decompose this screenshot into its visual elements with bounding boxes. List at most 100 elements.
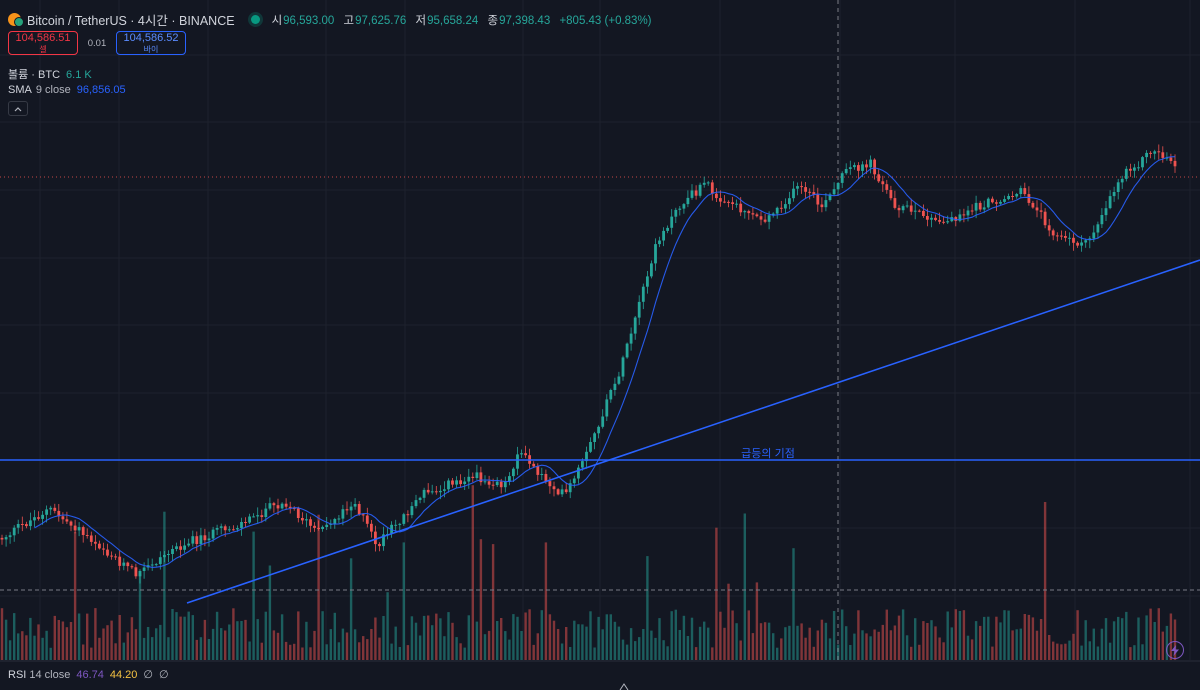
volume-bar bbox=[386, 592, 389, 660]
candle-body bbox=[633, 317, 637, 334]
volume-bar bbox=[459, 643, 462, 660]
candle-body bbox=[1129, 168, 1132, 171]
candle-body bbox=[779, 207, 783, 209]
candle-body bbox=[1023, 188, 1027, 195]
candle-body bbox=[577, 467, 580, 479]
candle-body bbox=[788, 198, 791, 205]
volume-bar bbox=[958, 611, 962, 660]
candle-body bbox=[183, 545, 186, 550]
candle-body bbox=[219, 526, 223, 528]
candle-body bbox=[1076, 242, 1079, 246]
candle-body bbox=[930, 217, 933, 220]
candle-body bbox=[536, 466, 540, 475]
trend-line[interactable] bbox=[186, 259, 1200, 604]
volume-bar bbox=[138, 573, 142, 660]
volume-bar bbox=[824, 622, 828, 660]
buy-button[interactable]: 104,586.52 바이 bbox=[116, 31, 186, 55]
volume-bar bbox=[293, 643, 296, 660]
candle-body bbox=[179, 546, 182, 550]
volume-bar bbox=[954, 609, 957, 660]
volume-bar bbox=[329, 629, 332, 660]
volume-legend[interactable]: 볼륨 · BTC 6.1 K bbox=[8, 66, 92, 82]
candle-body bbox=[106, 549, 109, 556]
candle-body bbox=[922, 210, 925, 216]
candle-body bbox=[187, 543, 191, 546]
candle-body bbox=[499, 481, 503, 488]
volume-bar bbox=[845, 626, 848, 660]
volume-bar bbox=[325, 644, 328, 660]
volume-bar bbox=[743, 513, 746, 660]
volume-bar bbox=[767, 622, 771, 660]
candle-body bbox=[552, 486, 556, 490]
symbol-title[interactable]: Bitcoin / TetherUS · 4시간 · BINANCE bbox=[27, 14, 235, 28]
volume-bar bbox=[873, 629, 876, 660]
sma-line bbox=[34, 156, 1176, 568]
candle-body bbox=[1027, 194, 1031, 203]
candle-body bbox=[479, 472, 483, 483]
candle-body bbox=[516, 454, 519, 469]
volume-bar bbox=[142, 637, 146, 660]
candle-body bbox=[1141, 157, 1144, 168]
candle-body bbox=[430, 491, 434, 493]
volume-bar bbox=[41, 637, 44, 660]
volume-bar bbox=[812, 646, 815, 660]
volume-bar bbox=[703, 621, 706, 660]
rsi-extra-1: ∅ bbox=[143, 669, 153, 681]
candle-body bbox=[735, 203, 738, 205]
volume-bar bbox=[784, 627, 787, 660]
volume-bar bbox=[508, 639, 511, 660]
candle-body bbox=[374, 531, 377, 545]
volume-bar bbox=[252, 531, 255, 660]
volume-bar bbox=[1117, 616, 1120, 660]
volume-bar bbox=[654, 637, 657, 660]
candle-body bbox=[572, 478, 576, 484]
candle-body bbox=[191, 536, 195, 544]
candle-body bbox=[861, 164, 864, 171]
volume-bar bbox=[220, 628, 223, 660]
volume-bar bbox=[260, 642, 263, 660]
volume-bar bbox=[532, 644, 535, 660]
rsi-legend[interactable]: RSI 14 close 46.74 44.20 ∅ ∅ bbox=[8, 668, 169, 681]
volume-bar bbox=[585, 626, 588, 660]
sma-name: SMA bbox=[8, 84, 32, 96]
volume-bar bbox=[715, 527, 718, 660]
collapse-legend-button[interactable] bbox=[8, 101, 28, 116]
candle-body bbox=[1161, 152, 1165, 158]
chart-legend: Bitcoin / TetherUS · 4시간 · BINANCE 시96,5… bbox=[0, 0, 1200, 130]
volume-bar bbox=[836, 644, 840, 660]
volume-bar bbox=[1011, 630, 1014, 660]
sell-button[interactable]: 104,586.51 셀 bbox=[8, 31, 78, 55]
alert-button[interactable] bbox=[1166, 641, 1184, 659]
volume-bar bbox=[211, 628, 215, 660]
volume-bar bbox=[629, 628, 633, 660]
candle-body bbox=[1043, 211, 1047, 226]
volume-bar bbox=[382, 616, 385, 660]
candle-body bbox=[325, 524, 329, 527]
volume-bar bbox=[938, 637, 941, 660]
candle-body bbox=[548, 481, 552, 487]
volume-bar bbox=[638, 637, 641, 660]
candle-body bbox=[341, 509, 345, 519]
volume-bar bbox=[102, 628, 105, 660]
volume-bar bbox=[333, 612, 336, 660]
candle-body bbox=[114, 556, 117, 558]
candle-body bbox=[53, 507, 57, 511]
candle-body bbox=[913, 210, 917, 212]
candle-body bbox=[398, 523, 402, 525]
candle-body bbox=[974, 202, 978, 211]
candle-body bbox=[625, 343, 629, 358]
candle-body bbox=[81, 527, 85, 535]
volume-bar bbox=[573, 620, 576, 660]
volume-bar bbox=[29, 617, 32, 660]
volume-bar bbox=[390, 643, 393, 660]
volume-bar bbox=[666, 646, 669, 660]
volume-bar bbox=[808, 627, 811, 660]
volume-bar bbox=[857, 610, 860, 660]
candle-body bbox=[158, 557, 162, 565]
volume-bar bbox=[621, 639, 625, 660]
candle-body bbox=[236, 528, 239, 530]
sma-legend[interactable]: SMA 9 close 96,856.05 bbox=[8, 84, 126, 96]
volume-bar bbox=[763, 622, 767, 660]
